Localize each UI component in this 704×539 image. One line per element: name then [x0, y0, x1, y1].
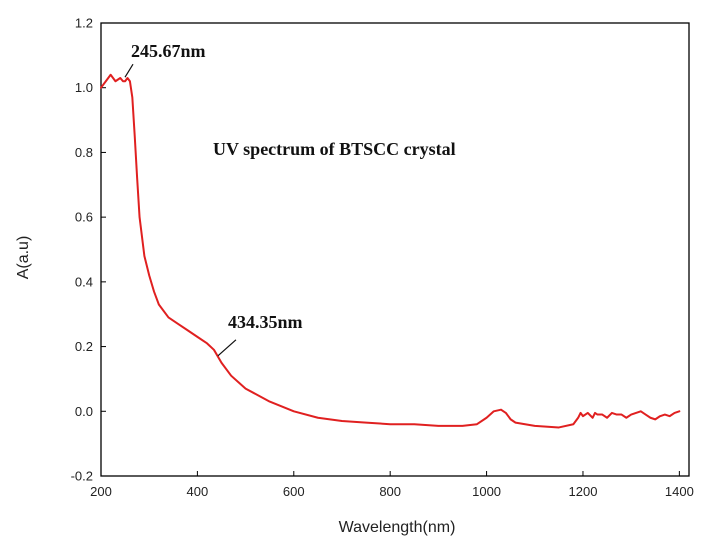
x-tick-label: 1400 — [665, 484, 694, 499]
y-tick-label: 1.0 — [75, 80, 93, 95]
y-tick-label: 0.4 — [75, 274, 93, 289]
y-axis-label: A(a.u) — [15, 236, 32, 280]
y-tick-label: 0.8 — [75, 145, 93, 160]
plot-frame — [100, 22, 690, 477]
annotation-leader — [217, 339, 237, 357]
y-tick-label: 0.2 — [75, 339, 93, 354]
peak-annotation: 245.67nm — [131, 41, 206, 61]
x-tick-label: 800 — [379, 484, 401, 499]
annotation-leader — [124, 63, 134, 78]
x-tick-label: 1000 — [472, 484, 501, 499]
y-tick-label: 1.2 — [75, 16, 93, 31]
x-axis-label: Wavelength(nm) — [339, 519, 456, 536]
peak-annotation: 434.35nm — [228, 312, 303, 332]
series-line — [100, 73, 681, 429]
x-tick-label: 600 — [283, 484, 305, 499]
x-tick-label: 200 — [90, 484, 112, 499]
y-tick-label: -0.2 — [71, 469, 93, 484]
y-tick-label: 0.0 — [75, 404, 93, 419]
y-tick-label: 0.6 — [75, 210, 93, 225]
x-tick-label: 400 — [187, 484, 209, 499]
chart-title: UV spectrum of BTSCC crystal — [213, 139, 456, 159]
x-tick-label: 1200 — [569, 484, 598, 499]
